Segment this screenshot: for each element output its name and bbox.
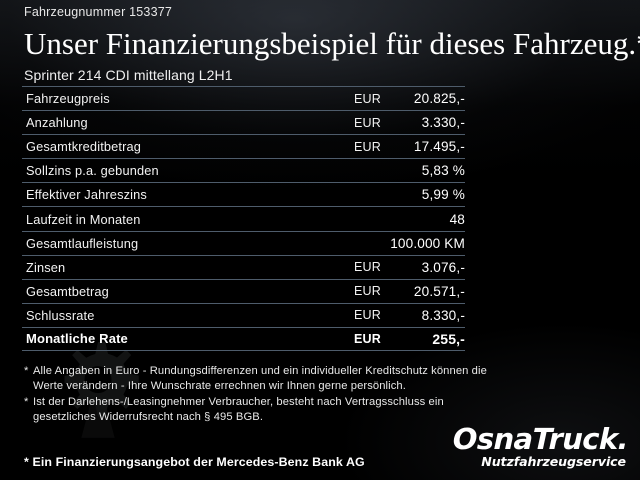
footnote: * Ist der Darlehens-/Leasingnehmer Verbra… bbox=[24, 395, 494, 425]
table-row: Laufzeit in Monaten 48 bbox=[22, 206, 465, 230]
row-label: Gesamtbetrag bbox=[26, 283, 109, 299]
row-value: 48 bbox=[449, 211, 465, 227]
row-value: 5,99 % bbox=[421, 187, 465, 203]
row-label: Sollzins p.a. gebunden bbox=[26, 163, 159, 179]
footnote: * Alle Angaben in Euro - Rundungsdifferen… bbox=[24, 364, 494, 394]
row-currency: EUR bbox=[354, 139, 381, 154]
table-row: Fahrzeugpreis EUR 20.825,- bbox=[22, 86, 465, 110]
row-label: Gesamtlaufleistung bbox=[26, 235, 139, 251]
row-value: 20.571,- bbox=[413, 283, 465, 299]
row-value: 17.495,- bbox=[413, 139, 465, 155]
table-row: Monatliche Rate EUR 255,- bbox=[22, 326, 465, 352]
table-row: Gesamtbetrag EUR 20.571,- bbox=[22, 278, 465, 303]
row-currency: EUR bbox=[354, 115, 381, 130]
header: Fahrzeugnummer 153377 Unser Finanzierung… bbox=[24, 4, 640, 84]
page-title: Unser Finanzierungsbeispiel für dieses F… bbox=[24, 26, 640, 61]
row-currency: EUR bbox=[354, 284, 381, 299]
row-currency: EUR bbox=[354, 308, 381, 323]
row-currency: EUR bbox=[354, 260, 381, 275]
financing-table: Fahrzeugpreis EUR 20.825,- Anzahlung EUR 3.33… bbox=[22, 86, 465, 352]
row-currency: EUR bbox=[354, 91, 381, 106]
table-row: Effektiver Jahreszins 5,99 % bbox=[22, 182, 465, 206]
row-value: 20.825,- bbox=[413, 91, 465, 107]
footnote-marker: * bbox=[24, 396, 29, 408]
vehicle-model-subtitle: Sprinter 214 CDI mittellang L2H1 bbox=[24, 67, 233, 83]
row-label: Laufzeit in Monaten bbox=[26, 211, 141, 227]
table-row: Gesamtkreditbetrag EUR 17.495,- bbox=[22, 134, 465, 158]
row-value: 3.076,- bbox=[421, 259, 465, 275]
table-row: Gesamtlaufleistung 100.000 KM bbox=[22, 230, 465, 255]
table-row: Schlussrate EUR 8.330,- bbox=[22, 302, 465, 327]
footnote-text: Alle Angaben in Euro - Rundungsdifferenz… bbox=[33, 365, 487, 392]
table-row: Anzahlung EUR 3.330,- bbox=[22, 110, 465, 134]
table-row: Zinsen EUR 3.076,- bbox=[22, 254, 465, 279]
row-value: 255,- bbox=[432, 330, 465, 347]
row-label: Fahrzeugpreis bbox=[26, 91, 110, 107]
footnotes-block: * Alle Angaben in Euro - Rundungsdifferen… bbox=[24, 364, 494, 426]
row-currency: EUR bbox=[354, 331, 381, 346]
row-label: Monatliche Rate bbox=[26, 331, 128, 347]
row-label: Gesamtkreditbetrag bbox=[26, 139, 142, 155]
vehicle-number: Fahrzeugnummer 153377 bbox=[24, 5, 173, 19]
row-label: Zinsen bbox=[26, 259, 66, 275]
footnote-marker: * bbox=[24, 365, 29, 377]
row-value: 100.000 KM bbox=[390, 235, 465, 251]
row-label: Schlussrate bbox=[26, 307, 95, 323]
logo-tagline: Nutzfahrzeugservice bbox=[481, 454, 626, 469]
row-value: 8.330,- bbox=[421, 307, 465, 323]
bank-note: * Ein Finanzierungsangebot der Mercedes-… bbox=[24, 455, 365, 469]
footnote-text: Ist der Darlehens-/Leasingnehmer Verbrau… bbox=[33, 396, 444, 423]
row-label: Effektiver Jahreszins bbox=[26, 187, 147, 203]
logo-wordmark: OsnaTruck. bbox=[452, 422, 629, 456]
company-logo: OsnaTruck. Nutzfahrzeugservice bbox=[418, 422, 629, 469]
row-value: 3.330,- bbox=[421, 115, 465, 131]
row-label: Anzahlung bbox=[26, 115, 88, 131]
row-value: 5,83 % bbox=[421, 163, 465, 179]
table-row: Sollzins p.a. gebunden 5,83 % bbox=[22, 158, 465, 182]
